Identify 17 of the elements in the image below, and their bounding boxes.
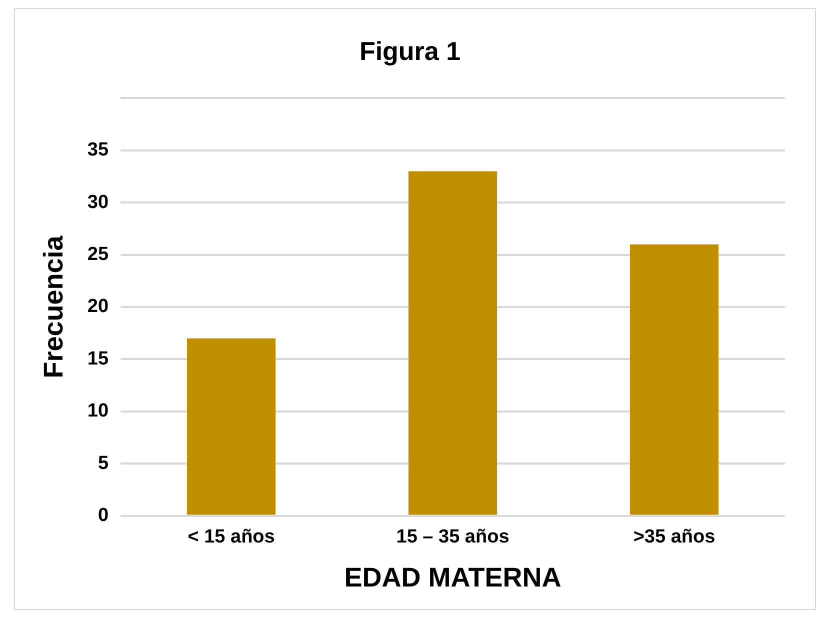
y-tick-label: 15 — [87, 348, 109, 370]
y-tick-label: 35 — [87, 140, 109, 161]
y-tick-label: 25 — [87, 244, 109, 266]
x-tick-label: < 15 años — [188, 526, 275, 548]
chart-title: Figura 1 — [359, 36, 461, 66]
x-axis-title: EDAD MATERNA — [344, 562, 562, 592]
y-tick-label: 30 — [87, 192, 109, 213]
y-tick-label: 5 — [98, 452, 109, 474]
bar — [186, 338, 276, 515]
y-tick-label: 0 — [98, 505, 109, 526]
y-axis-title: Frecuencia — [38, 234, 69, 378]
x-tick-label: >35 años — [633, 526, 716, 548]
bar — [630, 244, 719, 515]
bar — [408, 171, 498, 515]
x-tick-label: 15 – 35 años — [396, 526, 510, 548]
y-tick-label: 20 — [87, 296, 109, 318]
y-tick-label: 10 — [87, 400, 109, 422]
